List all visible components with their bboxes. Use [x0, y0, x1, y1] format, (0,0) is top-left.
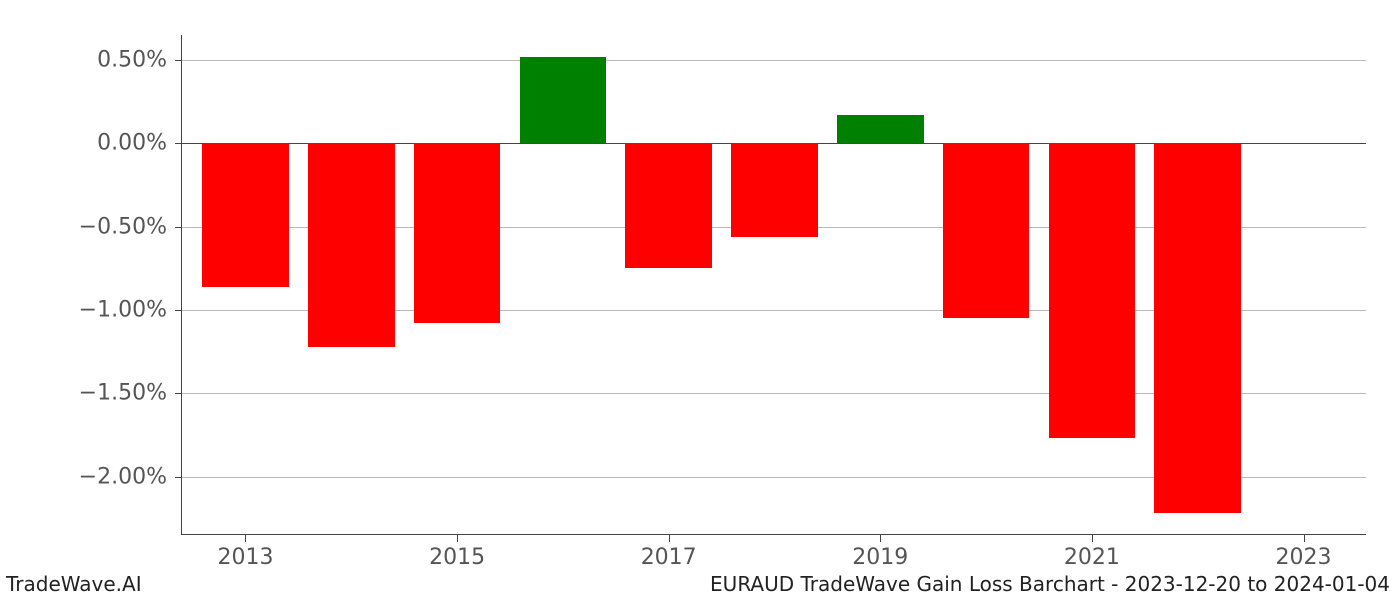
x-tick-label: 2017 — [641, 545, 697, 570]
x-tick-mark — [1092, 535, 1093, 542]
y-tick-label: −2.00% — [47, 464, 167, 489]
footer-left-text: TradeWave.AI — [6, 572, 142, 596]
bar — [520, 57, 607, 144]
bar — [943, 143, 1030, 318]
x-tick-label: 2013 — [217, 545, 273, 570]
y-tick-mark — [175, 143, 182, 144]
x-tick-mark — [880, 535, 881, 542]
x-tick-label: 2023 — [1276, 545, 1332, 570]
bar — [308, 143, 395, 346]
bar — [202, 143, 289, 286]
x-tick-mark — [245, 535, 246, 542]
bar — [1154, 143, 1241, 513]
y-tick-mark — [175, 393, 182, 394]
bar — [625, 143, 712, 268]
x-tick-label: 2019 — [852, 545, 908, 570]
y-tick-mark — [175, 227, 182, 228]
y-tick-label: 0.00% — [47, 131, 167, 156]
x-tick-label: 2021 — [1064, 545, 1120, 570]
y-tick-mark — [175, 477, 182, 478]
x-tick-label: 2015 — [429, 545, 485, 570]
bar — [414, 143, 501, 323]
y-tick-mark — [175, 60, 182, 61]
plot-area: 0.50%0.00%−0.50%−1.00%−1.50%−2.00%201320… — [181, 35, 1366, 535]
y-tick-label: −0.50% — [47, 214, 167, 239]
y-tick-label: 0.50% — [47, 48, 167, 73]
x-tick-mark — [457, 535, 458, 542]
bar — [837, 115, 924, 143]
y-tick-label: −1.50% — [47, 381, 167, 406]
bar — [1049, 143, 1136, 438]
x-tick-mark — [669, 535, 670, 542]
grid-line — [182, 60, 1366, 61]
footer-right-text: EURAUD TradeWave Gain Loss Barchart - 20… — [710, 572, 1390, 596]
chart-container: 0.50% 0.00% −0.50% −1.00% −1.50% −2.00% 2013 20… — [0, 0, 1400, 600]
bar — [731, 143, 818, 236]
y-tick-mark — [175, 310, 182, 311]
y-tick-label: −1.00% — [47, 298, 167, 323]
x-tick-mark — [1304, 535, 1305, 542]
